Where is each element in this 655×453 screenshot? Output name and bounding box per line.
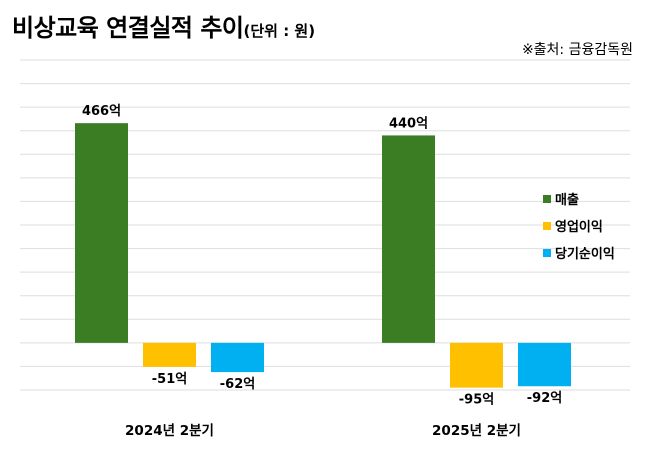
category-label: 2024년 2분기 — [125, 423, 214, 439]
source-note: ※출처: 금융감독원 — [521, 42, 633, 58]
bar-매출 — [75, 123, 128, 343]
bar-당기순이익 — [211, 342, 264, 373]
legend-swatch — [543, 222, 551, 230]
bars — [75, 123, 571, 388]
data-label: -51억 — [152, 372, 187, 387]
chart-title-text: 비상교육 연결실적 추이 — [12, 14, 244, 42]
chart-title: 비상교육 연결실적 추이(단위 : 원) — [12, 8, 315, 43]
data-label: -62억 — [220, 377, 255, 392]
bar-영업이익 — [450, 342, 503, 388]
legend-swatch — [543, 249, 551, 257]
data-label: 466억 — [82, 104, 121, 119]
legend-swatch — [543, 195, 551, 203]
category-labels: 2024년 2분기 2025년 2분기 — [125, 423, 521, 439]
legend-label: 매출 — [555, 192, 579, 208]
data-label: -95억 — [459, 393, 494, 408]
unit-label: (단위 : 원) — [243, 22, 316, 40]
data-label: 440억 — [389, 116, 428, 131]
bar-당기순이익 — [518, 342, 571, 387]
data-label: -92억 — [527, 391, 562, 406]
category-label: 2025년 2분기 — [432, 423, 521, 439]
legend-label: 영업이익 — [555, 219, 603, 235]
bar-매출 — [382, 135, 435, 343]
bar-영업이익 — [143, 342, 196, 367]
legend-label: 당기순이익 — [555, 246, 615, 262]
data-labels: 466억 -51억 -62억 440억 -95억 -92억 — [82, 104, 562, 407]
